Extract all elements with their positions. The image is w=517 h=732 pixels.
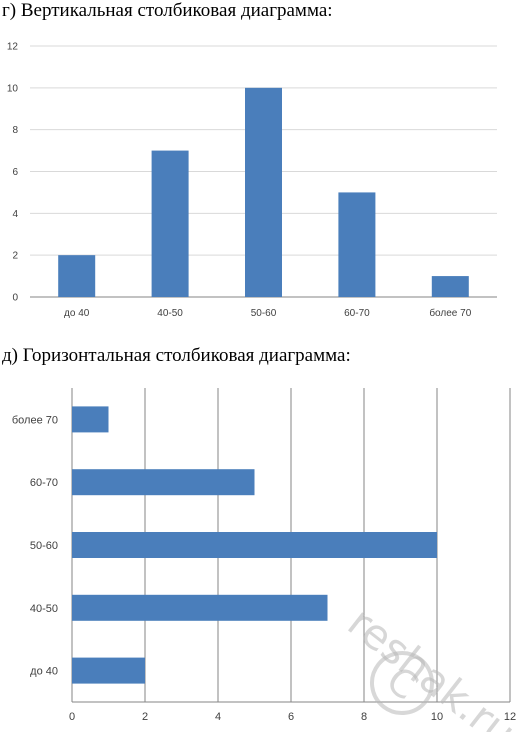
bar	[58, 255, 96, 297]
y-tick-label: 8	[12, 125, 18, 136]
bar	[72, 594, 328, 621]
y-tick-label: более 70	[12, 414, 58, 426]
x-tick-label: 60-70	[344, 308, 370, 319]
x-tick-label: 8	[361, 711, 367, 723]
x-tick-label: 2	[142, 711, 148, 723]
y-tick-label: 40-50	[30, 603, 58, 615]
x-tick-label: до 40	[64, 308, 90, 319]
y-tick-label: 10	[7, 83, 19, 94]
y-tick-label: 2	[12, 251, 18, 262]
chart-1-title: г) Вертикальная столбиковая диаграмма:	[2, 0, 333, 21]
y-tick-label: 6	[12, 167, 18, 178]
bar	[72, 532, 437, 558]
vertical-bar-chart: 0 2 4 6 8 10 12 до 40 40-50 50-60 60-70 более 70	[7, 42, 497, 319]
bar	[72, 657, 145, 684]
x-tick-label: 6	[288, 711, 294, 723]
chart-2-title: д) Горизонтальная столбиковая диаграмма:	[2, 345, 351, 366]
y-tick-label: 60-70	[30, 477, 58, 489]
x-tick-label: 50-60	[251, 308, 277, 319]
x-tick-label: более 70	[429, 307, 471, 319]
bar	[338, 192, 376, 297]
y-tick-label: 12	[7, 42, 19, 53]
y-tick-label: 0	[12, 293, 18, 304]
y-tick-label: 50-60	[30, 540, 58, 552]
bar	[151, 150, 189, 297]
bar	[245, 87, 282, 297]
bar	[72, 406, 109, 433]
x-tick-label: 40-50	[157, 308, 183, 319]
bar	[431, 276, 469, 297]
y-tick-label: до 40	[30, 666, 58, 678]
y-tick-label: 4	[12, 209, 18, 220]
x-tick-label: 4	[215, 711, 221, 723]
x-tick-label: 10	[431, 711, 443, 723]
x-tick-label: 12	[504, 711, 516, 723]
bar	[72, 469, 255, 496]
x-tick-label: 0	[69, 711, 75, 723]
